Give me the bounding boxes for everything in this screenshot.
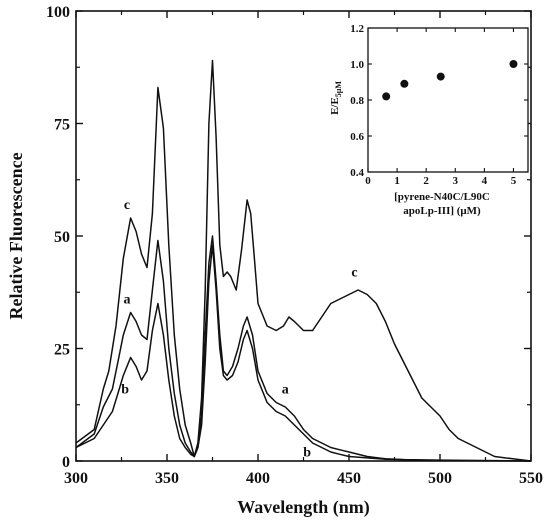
x-tick-label: 300 — [64, 470, 88, 487]
inset-y-tick-label: 0.8 — [350, 95, 364, 107]
y-tick-label: 50 — [54, 229, 70, 246]
inset-y-label-main: E/E — [329, 97, 341, 115]
inset-frame — [367, 27, 529, 173]
y-tick-label: 75 — [54, 117, 70, 134]
y-tick-label: 100 — [46, 4, 70, 21]
curve-label-b: b — [121, 383, 129, 398]
inset-y-tick-label: 0.6 — [350, 131, 364, 143]
inset-x-tick-label: 2 — [423, 175, 429, 187]
inset-y-tick-label: 1.0 — [350, 59, 364, 71]
series-line-b — [75, 244, 532, 462]
inset-x-tick-label: 4 — [482, 175, 488, 187]
y-tick-label: 0 — [62, 454, 70, 471]
inset-y-tick-label: 0.4 — [350, 167, 364, 179]
series-line-c — [75, 59, 532, 462]
x-axis-label: Wavelength (nm) — [237, 497, 370, 518]
inset-y-tick-label: 1.2 — [350, 23, 364, 35]
inset-y-label-subscript: 5μM — [334, 81, 343, 98]
curve-label-c: c — [351, 266, 357, 281]
inset-y-label: E/E5μM — [329, 81, 343, 115]
x-tick-label: 500 — [428, 470, 452, 487]
inset-data-point — [400, 79, 409, 88]
inset-chart: 0 1 2 3 4 5 0.4 0.6 0.8 1.0 1.2 [pyrene-N40C/L90C ap… — [329, 23, 529, 217]
inset-x-tick-label: 1 — [394, 175, 400, 187]
x-tick-label: 400 — [246, 470, 270, 487]
inset-x-tick-label: 3 — [453, 175, 459, 187]
x-tick-label: 550 — [519, 470, 543, 487]
inset-x-tick-label: 5 — [511, 175, 517, 187]
inset-x-label-line2: apoLp-III] (μM) — [403, 205, 481, 217]
inset-x-tick-label: 0 — [365, 175, 371, 187]
series-line-a — [75, 235, 532, 462]
inset-x-label-line1: [pyrene-N40C/L90C — [394, 191, 490, 203]
inset-data-point — [382, 92, 391, 101]
inset-data-point — [509, 60, 518, 68]
y-axis-label: Relative Fluorescence — [6, 152, 26, 319]
x-tick-label: 350 — [155, 470, 179, 487]
curve-label-a: a — [282, 383, 289, 398]
curve-label-b: b — [303, 446, 311, 461]
curve-label-a: a — [123, 293, 130, 308]
curve-label-c: c — [124, 198, 130, 213]
x-tick-label: 450 — [337, 470, 361, 487]
y-tick-label: 25 — [54, 342, 70, 359]
inset-data-point — [436, 72, 445, 81]
